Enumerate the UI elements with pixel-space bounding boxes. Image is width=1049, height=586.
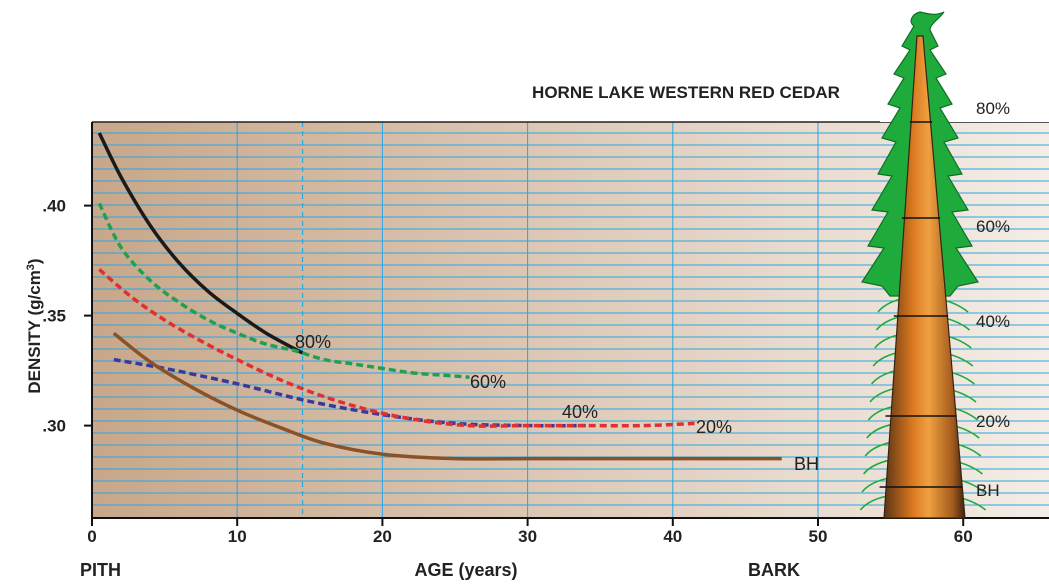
tree-illustration: 80% 60% 40% 20% BH — [859, 11, 1049, 519]
series-line-80pct — [97, 132, 304, 355]
tree-height-label: 20% — [976, 412, 1010, 431]
tree-height-label: BH — [976, 481, 1000, 500]
x-tick-label: 40 — [663, 527, 682, 546]
y-tick-label: .30 — [42, 417, 66, 436]
tree-branch — [861, 477, 890, 493]
tree-trunk — [883, 35, 966, 519]
tree-height-label: 80% — [976, 99, 1010, 118]
tree-height-label: 60% — [976, 217, 1010, 236]
series-labels: 80% 60% 40% 20% BH — [295, 332, 819, 474]
bark-label: BARK — [748, 560, 800, 580]
x-tick-label: 50 — [809, 527, 828, 546]
y-axis-title: DENSITY (g/cm3) — [25, 258, 44, 393]
y-tick-label: .35 — [42, 307, 66, 326]
series-line-bh — [112, 331, 782, 461]
x-tick-label: 10 — [228, 527, 247, 546]
series-label: 80% — [295, 332, 331, 352]
x-tick-label: 60 — [954, 527, 973, 546]
x-tick-label: 0 — [87, 527, 96, 546]
pith-label: PITH — [80, 560, 121, 580]
x-tick-label: 30 — [518, 527, 537, 546]
tree-branch — [859, 495, 888, 511]
series-label: 40% — [562, 402, 598, 422]
x-tick-label: 20 — [373, 527, 392, 546]
x-axis-title: AGE (years) — [414, 560, 517, 580]
series-label: 60% — [470, 372, 506, 392]
series-line-20pct — [98, 268, 695, 428]
y-tick-label: .40 — [42, 197, 66, 216]
tree-height-label: 40% — [976, 312, 1010, 331]
series-label: BH — [794, 454, 819, 474]
chart-title: HORNE LAKE WESTERN RED CEDAR — [532, 83, 840, 102]
series-label: 20% — [696, 417, 732, 437]
data-series — [97, 132, 782, 461]
